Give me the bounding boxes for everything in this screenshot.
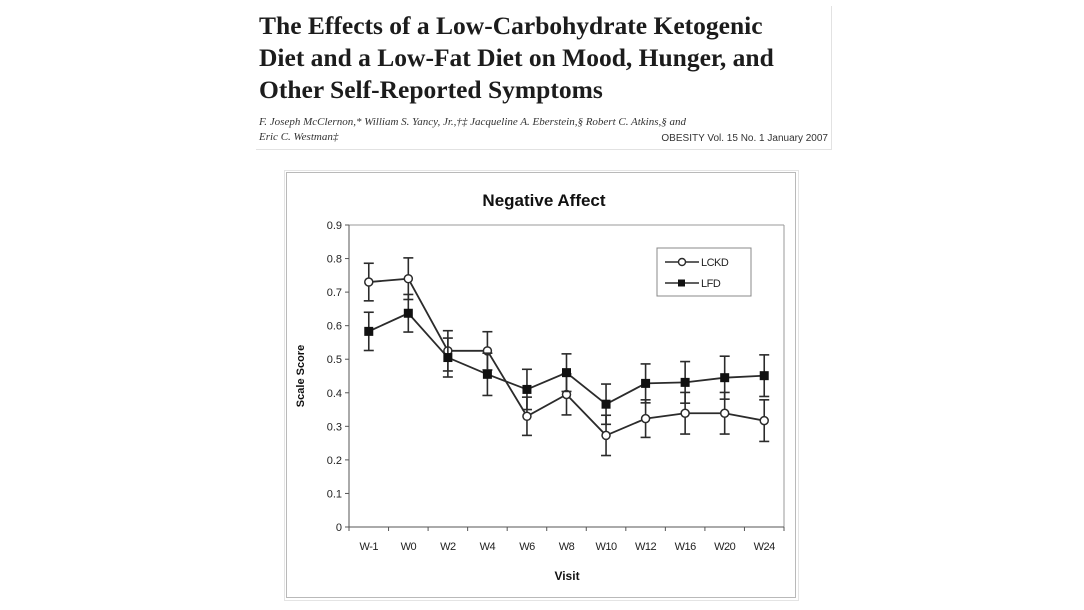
data-point-square <box>562 368 571 378</box>
series-lfd <box>363 293 770 426</box>
data-point-square <box>482 369 492 379</box>
data-point-square <box>759 371 769 381</box>
legend-label: LFD <box>701 278 721 290</box>
chart-outer-border <box>284 170 799 601</box>
paper-title-line: Other Self-Reported Symptoms <box>259 75 603 104</box>
y-tick-label: 0.3 <box>327 421 342 433</box>
author-list: F. Joseph McClernon,* William S. Yancy, … <box>259 115 799 145</box>
data-point-square <box>680 377 690 387</box>
data-point-diamond <box>403 273 414 284</box>
y-tick-label: 0 <box>336 522 342 534</box>
data-point-diamond <box>522 411 532 422</box>
x-tick-label: W2 <box>440 541 456 553</box>
data-point-square <box>443 353 453 363</box>
x-tick-label: W16 <box>675 541 697 553</box>
x-tick-label: W6 <box>519 541 535 553</box>
legend-label: LCKD <box>701 257 729 269</box>
x-tick-label: W10 <box>595 541 617 553</box>
x-tick-label: W0 <box>401 541 417 553</box>
x-tick-label: W-1 <box>360 541 379 553</box>
y-tick-label: 0.5 <box>327 354 342 366</box>
legend-square-icon <box>678 279 685 287</box>
paper-title-line: The Effects of a Low-Carbohydrate Ketoge… <box>259 11 763 40</box>
paper-title: The Effects of a Low-Carbohydrate Ketoge… <box>259 10 829 106</box>
x-tick-label: W20 <box>714 541 736 553</box>
chart-frame: Negative Affect Scale Score Visit 0 0.1 0.… <box>286 172 796 598</box>
axes: 0 0.1 0.2 0.3 0.4 0.5 0.6 0.7 0.8 0.9 W-1 W0 W2 W4 W6 W… <box>327 220 785 553</box>
paper-title-line: Diet and a Low-Fat Diet on Mood, Hunger,… <box>259 43 774 72</box>
data-point-diamond <box>680 408 690 418</box>
line-chart: Negative Affect Scale Score Visit 0 0.1 0.… <box>295 191 785 583</box>
series-layer <box>363 257 770 457</box>
data-point-square <box>641 378 651 388</box>
journal-citation: OBESITY Vol. 15 No. 1 January 2007 <box>661 133 828 144</box>
data-point-diamond <box>640 413 651 424</box>
data-point-diamond <box>364 277 374 287</box>
data-point-square <box>522 384 532 394</box>
legend-item-lckd: LCKD <box>665 257 729 269</box>
x-tick-label: W12 <box>635 541 657 553</box>
data-point-diamond <box>601 430 611 441</box>
data-point-square <box>601 399 611 409</box>
data-point-square <box>720 373 730 383</box>
legend-box <box>656 247 752 297</box>
y-tick-label: 0.6 <box>327 321 342 333</box>
author-line: F. Joseph McClernon,* William S. Yancy, … <box>259 116 687 128</box>
y-axis-label: Scale Score <box>295 345 307 407</box>
y-tick-label: 0.2 <box>327 455 342 467</box>
y-tick-label: 0.9 <box>327 220 342 232</box>
x-tick-label: W24 <box>754 541 776 553</box>
y-tick-label: 0.4 <box>327 388 342 400</box>
y-tick-label: 0.7 <box>327 287 342 299</box>
y-tick-label: 0.8 <box>327 254 342 266</box>
legend-diamond-icon <box>677 257 687 267</box>
data-point-square <box>364 326 374 336</box>
x-axis-label: Visit <box>554 569 579 583</box>
paper-header: The Effects of a Low-Carbohydrate Ketoge… <box>256 6 832 150</box>
x-tick-label: W4 <box>480 541 496 553</box>
author-line: Eric C. Westman‡ <box>259 131 339 143</box>
data-point-diamond <box>759 415 769 426</box>
y-tick-label: 0.1 <box>327 488 342 500</box>
x-tick-label: W8 <box>559 541 575 553</box>
chart-title: Negative Affect <box>482 191 605 210</box>
legend: LCKD LFD <box>656 247 752 297</box>
legend-item-lfd: LFD <box>665 278 721 290</box>
data-point-square <box>403 308 413 318</box>
data-point-diamond <box>719 408 730 418</box>
